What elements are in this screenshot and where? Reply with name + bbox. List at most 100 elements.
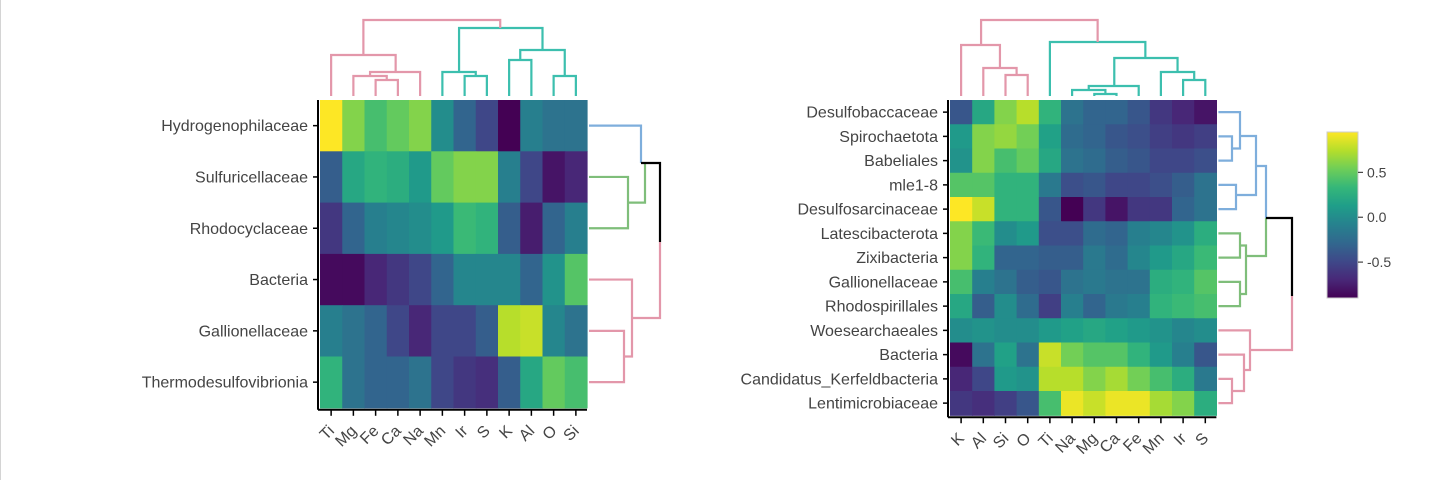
heatmap-cell	[1127, 269, 1151, 295]
heatmap-cell	[320, 151, 343, 204]
row-dendrogram-branch	[628, 163, 647, 204]
heatmap-cell	[950, 342, 973, 368]
heatmap-cell	[453, 100, 477, 152]
heatmap-left: Hydrogenophilaceae Sulfuricellaceae Rhodoc…	[142, 18, 662, 451]
heatmap-cell	[498, 100, 521, 152]
heatmap-cell	[994, 294, 1018, 319]
heatmap-cell	[1105, 342, 1129, 368]
heatmap-cell	[1083, 342, 1106, 368]
heatmap-cell	[564, 305, 588, 358]
heatmap-cell	[342, 151, 366, 204]
column-label: Ir	[453, 422, 472, 441]
heatmap-cell	[972, 245, 995, 271]
heatmap-cell	[1016, 221, 1040, 247]
heatmap-cell	[1016, 269, 1040, 295]
heatmap-cell	[520, 100, 544, 152]
heatmap-cell	[409, 253, 432, 306]
heatmap-cell	[520, 202, 544, 255]
col-dendrogram-branch	[519, 48, 566, 76]
row-label: Bacteria	[249, 272, 308, 289]
row-dendrogram-branch	[1250, 296, 1294, 352]
heatmap-cell	[520, 253, 544, 306]
heatmap-cell	[1105, 148, 1129, 174]
heatmap-cell	[1194, 124, 1217, 150]
column-label: Mn	[1140, 430, 1168, 458]
row-label: Latescibacterota	[821, 226, 939, 243]
row-dendrogram-branch	[589, 175, 630, 230]
row-label: Woesearchaeales	[810, 323, 938, 340]
heatmap-cell	[1083, 197, 1106, 222]
heatmap-cell	[972, 172, 995, 198]
heatmap-cell	[475, 305, 499, 358]
heatmap-cell	[409, 305, 432, 358]
heatmap-cell	[1149, 148, 1173, 174]
heatmap-cell	[1105, 221, 1129, 247]
heatmap-cell	[431, 253, 455, 306]
heatmap-cell	[520, 356, 544, 409]
heatmap-cell	[1105, 391, 1129, 416]
heatmap-cell	[1083, 318, 1106, 344]
heatmap-cell	[386, 356, 410, 409]
heatmap-cell	[1127, 318, 1151, 344]
heatmap-cell	[994, 197, 1018, 222]
heatmap-cell	[1083, 100, 1106, 125]
heatmap-cell	[1038, 100, 1062, 125]
heatmap-cell	[564, 151, 588, 204]
column-label: Mn	[421, 423, 449, 451]
heatmap-cell	[1127, 342, 1151, 368]
heatmap-cell	[994, 269, 1018, 295]
row-label: Rhodocyclaceae	[190, 221, 308, 238]
heatmap-cell	[1172, 197, 1195, 222]
row-dendrogram-branch	[1218, 135, 1234, 162]
heatmap-cell	[498, 253, 521, 306]
heatmap-cell	[1105, 269, 1129, 295]
row-dendrogram-branch	[1218, 183, 1238, 211]
heatmap-cell	[1016, 124, 1040, 150]
heatmap-cell	[1061, 294, 1084, 319]
heatmap-cell	[364, 151, 388, 204]
heatmap-cell	[475, 253, 499, 306]
col-dendrogram-branch	[982, 66, 1018, 96]
heatmap-cell	[542, 305, 566, 358]
heatmap-cell	[972, 391, 995, 416]
heatmap-cell	[1061, 318, 1084, 344]
heatmap-cell	[1083, 391, 1106, 416]
heatmap-cell	[1172, 245, 1195, 271]
heatmap-cell	[950, 245, 973, 271]
heatmap-cell	[453, 253, 477, 306]
heatmap-cell	[564, 100, 588, 152]
heatmap-cell	[342, 253, 366, 306]
row-dendrogram-root	[641, 161, 662, 242]
row-label: Bacteria	[879, 347, 938, 364]
heatmap-cell	[1127, 294, 1151, 319]
row-label: Lentimicrobiaceae	[808, 396, 938, 413]
heatmap-cell	[320, 253, 343, 306]
heatmap-cell	[950, 124, 973, 150]
heatmap-cell	[1149, 391, 1173, 416]
row-dendrogram-branch	[1218, 232, 1242, 259]
heatmap-cell	[1038, 148, 1062, 174]
heatmap-cell	[409, 202, 432, 255]
heatmap-cell	[1149, 124, 1173, 150]
column-label: Al	[968, 430, 990, 452]
column-label: Al	[516, 423, 538, 445]
heatmap-cell	[1038, 342, 1062, 368]
heatmap-cell	[1127, 197, 1151, 222]
heatmap-cell	[1194, 172, 1217, 198]
row-dendrogram-branch	[1240, 244, 1248, 296]
heatmap-cell	[972, 221, 995, 247]
heatmap-cell	[972, 342, 995, 368]
col-dendrogram-branch	[552, 74, 577, 96]
column-label: O	[540, 423, 561, 444]
heatmap-cell	[453, 151, 477, 204]
heatmap-cell	[1172, 221, 1195, 247]
heatmap-cell	[498, 202, 521, 255]
column-label: O	[1014, 430, 1035, 451]
heatmap-cell	[342, 202, 366, 255]
column-label: Ir	[1171, 430, 1190, 449]
heatmap-cell	[1149, 245, 1173, 271]
heatmap-cell	[972, 148, 995, 174]
heatmap-cell	[1038, 294, 1062, 319]
heatmap-cell	[1127, 100, 1151, 125]
heatmap-cell	[994, 124, 1018, 150]
